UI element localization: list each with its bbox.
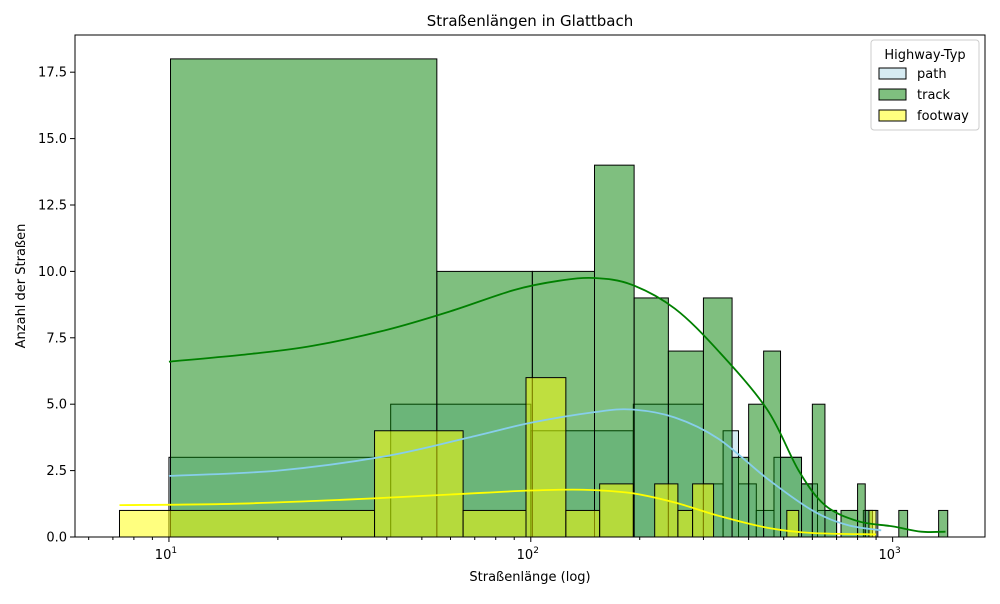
kde-layer bbox=[119, 276, 946, 536]
legend-swatch-track bbox=[878, 88, 907, 101]
y-tick-label: 17.5 bbox=[38, 66, 67, 81]
bar-track bbox=[594, 164, 635, 538]
x-tick-label-exponent: 2 bbox=[533, 546, 539, 556]
bars-layer bbox=[118, 58, 949, 538]
legend-title: Highway-Typ bbox=[884, 48, 965, 63]
bar-footway bbox=[525, 377, 567, 538]
bar-track bbox=[731, 456, 750, 538]
y-tick-label: 2.5 bbox=[46, 464, 67, 479]
bar-footway bbox=[374, 430, 464, 538]
y-axis-label: Anzahl der Straßen bbox=[14, 224, 29, 349]
y-tick-label: 7.5 bbox=[46, 331, 67, 346]
x-tick-label: 102 bbox=[517, 546, 539, 563]
bar-footway bbox=[677, 509, 694, 538]
x-tick-label-exponent: 3 bbox=[895, 546, 901, 556]
legend-label-path: path bbox=[917, 67, 947, 82]
legend-swatch-path bbox=[878, 67, 907, 80]
bar-track bbox=[938, 509, 949, 538]
legend-entries: path track footway bbox=[878, 67, 969, 124]
x-tick-label: 103 bbox=[878, 546, 900, 563]
y-tick-label: 12.5 bbox=[38, 198, 67, 213]
y-tick-label: 5.0 bbox=[46, 398, 67, 413]
legend-label-footway: footway bbox=[917, 109, 969, 124]
legend-swatch-footway bbox=[878, 109, 907, 122]
plot-frame bbox=[74, 34, 986, 538]
kde-line-track bbox=[168, 276, 946, 533]
bar-track bbox=[811, 403, 826, 538]
legend-label-track: track bbox=[917, 88, 951, 103]
kde-line-path bbox=[168, 408, 882, 532]
x-tick-label-base: 10 bbox=[878, 548, 895, 563]
y-tick-label: 15.0 bbox=[38, 132, 67, 147]
chart-title: Straßenlängen in Glattbach bbox=[427, 12, 634, 30]
bar-footway bbox=[118, 509, 376, 538]
bar-footway bbox=[565, 509, 601, 538]
x-tick-label-base: 10 bbox=[517, 548, 534, 563]
bar-footway bbox=[786, 509, 800, 538]
y-tick-label: 10.0 bbox=[38, 265, 67, 280]
bar-track bbox=[763, 350, 782, 538]
bar-track bbox=[898, 509, 909, 538]
legend-frame bbox=[870, 39, 980, 131]
y-tick-label: 0.0 bbox=[46, 531, 67, 546]
legend: Highway-Typ path track footway bbox=[870, 39, 980, 131]
bar-footway bbox=[654, 483, 679, 538]
x-axis-label: Straßenlänge (log) bbox=[469, 570, 590, 585]
bar-footway bbox=[462, 509, 527, 538]
x-tick-label-exponent: 1 bbox=[171, 546, 177, 556]
x-tick-label-base: 10 bbox=[155, 548, 172, 563]
kde-line-footway bbox=[119, 488, 877, 536]
x-tick-label: 101 bbox=[155, 546, 177, 563]
